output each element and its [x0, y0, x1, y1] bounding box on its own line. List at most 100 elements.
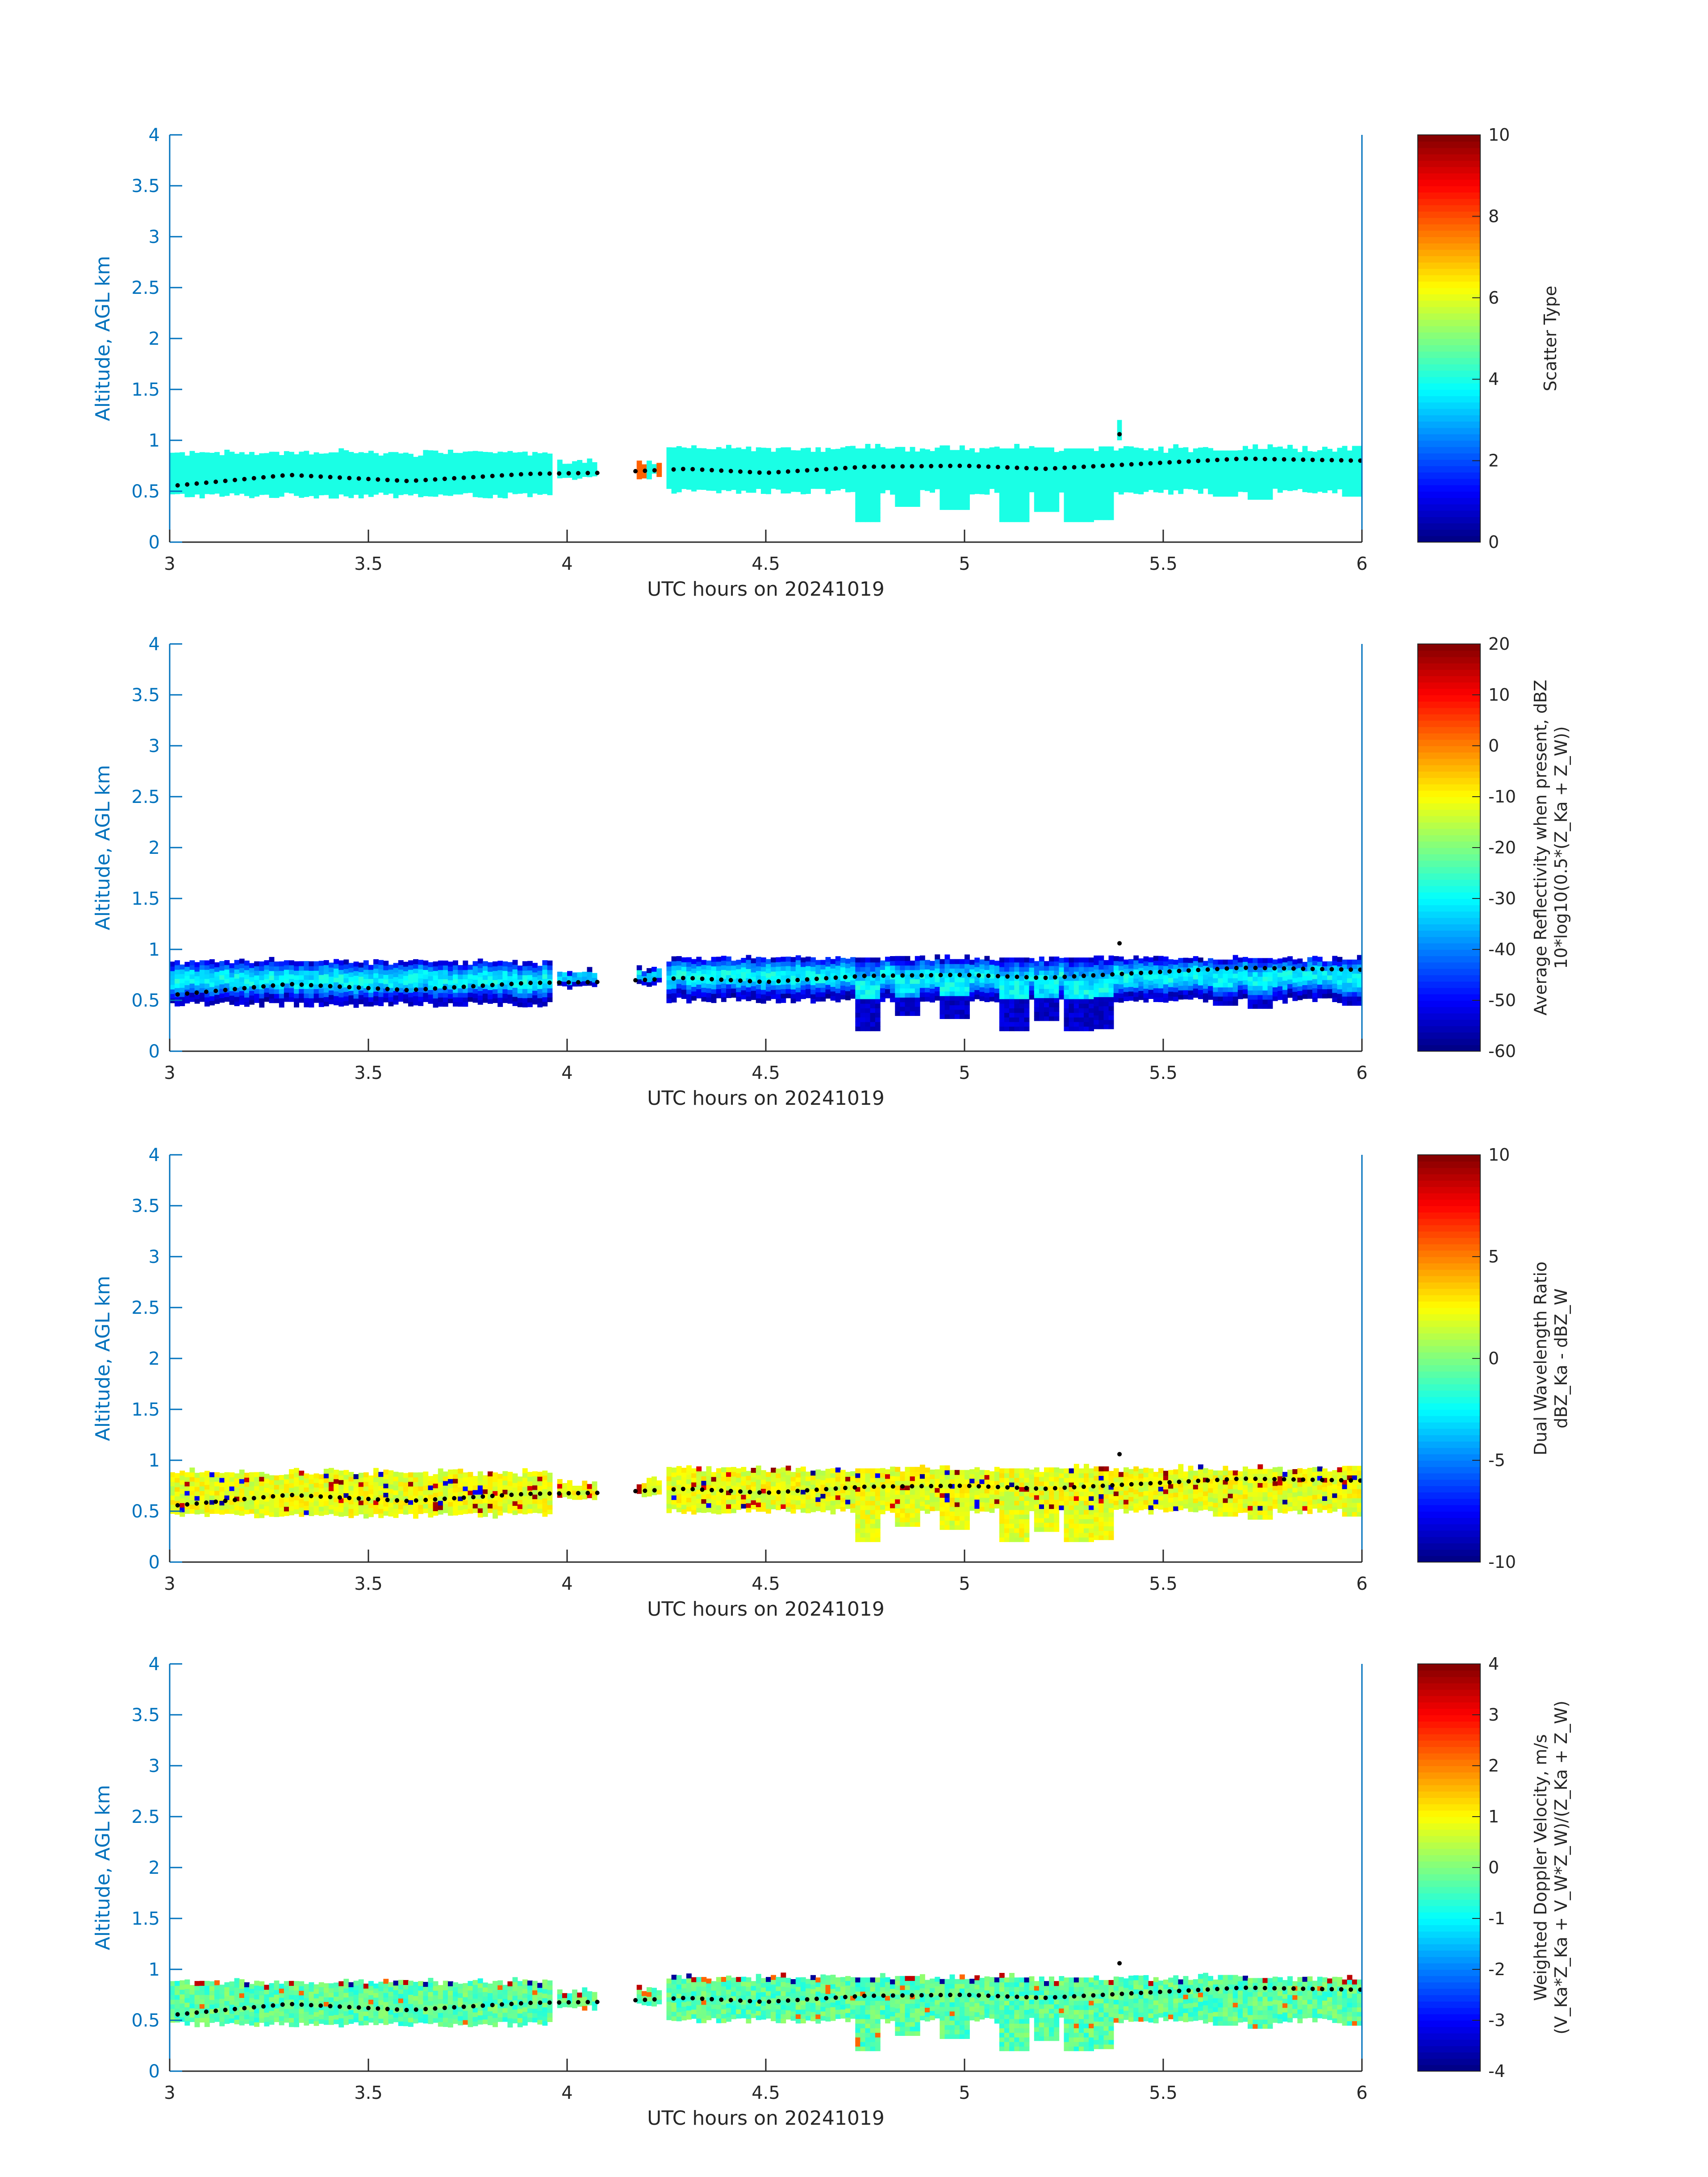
heatmap-cell: [497, 493, 503, 498]
heatmap-cell: [1049, 484, 1054, 489]
cloud-top-marker: [242, 476, 247, 481]
heatmap-cell: [1049, 470, 1054, 476]
cloud-top-marker: [490, 473, 495, 478]
heatmap-cell: [373, 973, 379, 978]
heatmap-cell: [1084, 457, 1089, 463]
heatmap-cell: [368, 997, 374, 1002]
heatmap-cell: [825, 980, 831, 985]
heatmap-cell: [408, 454, 413, 459]
heatmap-cell: [353, 481, 359, 486]
heatmap-cell: [741, 985, 747, 990]
heatmap-cell: [790, 966, 796, 971]
heatmap-cell: [1272, 465, 1278, 471]
heatmap-cell: [731, 961, 736, 966]
heatmap-cell: [393, 999, 399, 1005]
heatmap-cell: [398, 974, 404, 979]
heatmap-cell: [1347, 959, 1353, 965]
heatmap-cell: [1257, 449, 1263, 454]
heatmap-cell: [651, 967, 657, 972]
heatmap-cell: [1103, 506, 1109, 511]
heatmap-cell: [234, 992, 240, 997]
heatmap-cell: [542, 987, 548, 993]
colorbar-band: [1418, 288, 1480, 295]
heatmap-cell: [1253, 1004, 1258, 1009]
heatmap-cell: [532, 995, 538, 1000]
cloud-top-marker: [776, 979, 781, 984]
heatmap-cell: [666, 994, 672, 999]
heatmap-cell: [1357, 982, 1362, 988]
heatmap-cell: [1257, 476, 1263, 481]
heatmap-cell: [433, 980, 438, 985]
heatmap-cell: [647, 460, 652, 466]
heatmap-cell: [562, 977, 568, 982]
heatmap-cell: [259, 970, 265, 976]
heatmap-cell: [671, 461, 677, 466]
heatmap-cell: [810, 484, 816, 489]
heatmap-cell: [209, 485, 215, 490]
heatmap-cell: [1253, 467, 1258, 472]
heatmap-cell: [309, 486, 314, 492]
cloud-top-marker: [843, 466, 848, 470]
heatmap-cell: [547, 983, 553, 989]
heatmap-cell: [835, 458, 841, 463]
heatmap-cell: [1272, 973, 1278, 978]
heatmap-cell: [393, 493, 399, 498]
heatmap-cell: [423, 983, 429, 989]
heatmap-cell: [984, 956, 990, 961]
heatmap-cell: [1009, 476, 1015, 481]
heatmap-cell: [363, 992, 369, 998]
heatmap-cell: [1282, 485, 1288, 490]
heatmap-cell: [949, 982, 955, 987]
heatmap-cell: [930, 455, 935, 461]
heatmap-cell: [736, 992, 742, 997]
heatmap-cell: [294, 979, 299, 985]
heatmap-cell: [1213, 987, 1219, 992]
heatmap-cell: [1108, 1020, 1114, 1025]
heatmap-cell: [1203, 474, 1208, 480]
cloud-top-marker: [595, 471, 600, 475]
heatmap-cell: [1069, 467, 1074, 472]
heatmap-cell: [1352, 460, 1357, 465]
heatmap-cell: [1267, 495, 1273, 500]
heatmap-cell: [1163, 471, 1169, 476]
heatmap-cell: [388, 470, 394, 476]
heatmap-cell: [994, 447, 1000, 452]
heatmap-cell: [1173, 987, 1179, 992]
heatmap-cell: [175, 457, 180, 462]
y-axis-label: Altitude, AGL km: [92, 256, 114, 421]
heatmap-cell: [522, 460, 528, 466]
heatmap-cell: [254, 455, 259, 460]
heatmap-cell: [1039, 470, 1044, 476]
heatmap-cell: [760, 962, 766, 967]
heatmap-cell: [1243, 482, 1248, 488]
heatmap-cell: [1272, 991, 1278, 997]
heatmap-cell: [1193, 965, 1199, 970]
heatmap-cell: [726, 472, 731, 477]
heatmap-cell: [1307, 994, 1313, 999]
heatmap-cell: [1148, 476, 1154, 481]
heatmap-cell: [592, 973, 597, 978]
heatmap-cell: [1158, 956, 1164, 961]
heatmap-cell: [954, 450, 960, 455]
heatmap-cell: [949, 991, 955, 996]
heatmap-cell: [925, 992, 930, 997]
heatmap-cell: [944, 959, 950, 964]
heatmap-cell: [180, 456, 185, 462]
heatmap-cell: [433, 487, 438, 493]
heatmap-cell: [378, 960, 384, 965]
heatmap-cell: [1044, 984, 1049, 989]
heatmap-cell: [318, 979, 324, 984]
heatmap-cell: [358, 985, 364, 990]
heatmap-cell: [686, 971, 692, 976]
heatmap-cell: [701, 996, 707, 1002]
heatmap-cell: [895, 447, 901, 452]
cloud-top-marker: [1110, 463, 1115, 468]
cloud-top-marker: [442, 476, 447, 481]
heatmap-cell: [885, 975, 890, 980]
heatmap-cell: [910, 979, 915, 984]
heatmap-cell: [636, 469, 642, 475]
heatmap-cell: [781, 447, 786, 452]
heatmap-cell: [1039, 447, 1044, 453]
heatmap-cell: [279, 961, 284, 966]
heatmap-cell: [468, 992, 473, 998]
